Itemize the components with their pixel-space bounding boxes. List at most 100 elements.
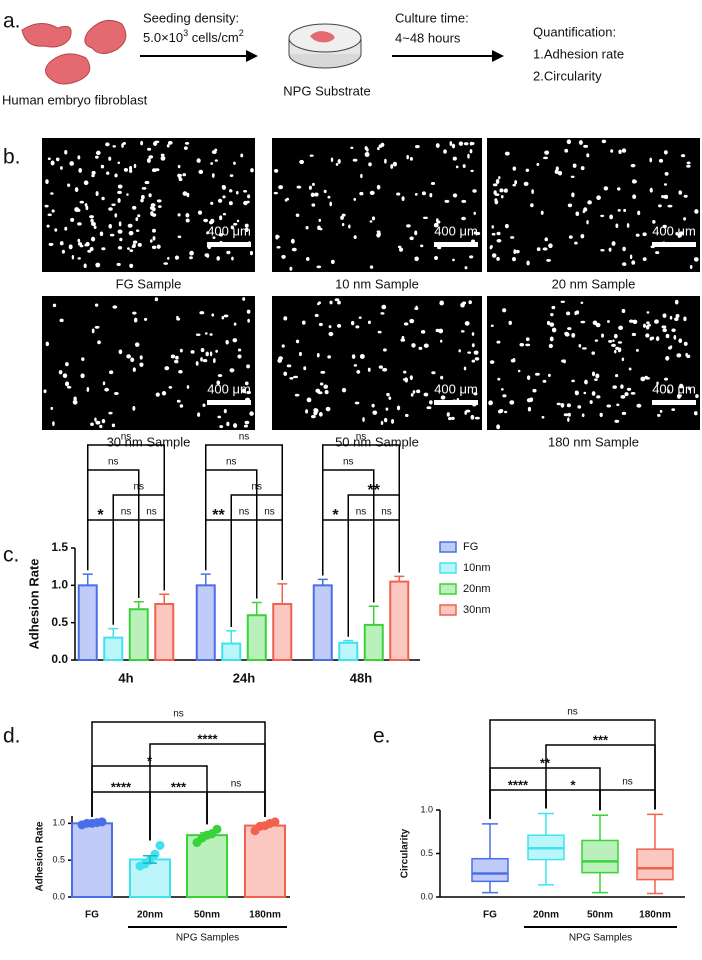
- cell-dot: [316, 265, 322, 269]
- cell-dot: [119, 237, 123, 242]
- cell-dot: [310, 192, 315, 198]
- cell-dot: [233, 423, 238, 428]
- cell-dot: [637, 210, 641, 216]
- cell-dot: [628, 319, 634, 323]
- cell-dot: [609, 214, 614, 220]
- cell-dot: [529, 397, 534, 402]
- error-bar: [143, 855, 157, 864]
- cell-dot: [611, 343, 616, 348]
- cell-dot: [117, 246, 123, 250]
- cell-dot: [551, 305, 556, 310]
- cell-dot: [369, 190, 375, 195]
- cell-dot: [471, 332, 475, 336]
- cell-dot: [117, 161, 121, 165]
- y-tick-label: 0.5: [52, 855, 65, 865]
- cell-dot: [403, 370, 407, 374]
- cell-dot: [360, 173, 363, 179]
- cell-dot: [209, 333, 213, 336]
- cell-dot: [177, 235, 182, 239]
- cell-dot: [550, 313, 554, 317]
- cell-dot: [315, 388, 321, 393]
- cell-dot: [341, 387, 347, 393]
- cell-dot: [494, 199, 499, 205]
- cell-dot: [327, 195, 331, 199]
- panel-label: a.: [3, 10, 21, 33]
- cell-dot: [440, 395, 446, 400]
- cell-dot: [617, 341, 623, 344]
- x-tick-label: 20nm: [137, 910, 163, 921]
- cell-dot: [570, 175, 575, 178]
- cell-dot: [498, 408, 504, 414]
- cell-dot: [305, 226, 309, 230]
- cell-dot: [46, 224, 50, 228]
- error-bar: [394, 575, 405, 582]
- cell-dot: [410, 393, 414, 397]
- cell-dot: [536, 162, 540, 166]
- seeding-unit: cells/cm: [188, 30, 239, 45]
- cell-dot: [160, 155, 166, 161]
- data-point: [97, 817, 107, 827]
- whisker: [647, 879, 663, 895]
- cell-dot: [134, 342, 140, 347]
- cell-dot: [311, 415, 316, 419]
- cell-dot: [504, 223, 509, 229]
- significance-label: ns: [108, 457, 119, 468]
- cell-dot: [566, 311, 571, 316]
- cell-dot: [316, 352, 320, 358]
- cell-dot: [319, 382, 324, 386]
- cell-dot: [503, 410, 508, 414]
- cell-dot: [526, 375, 531, 381]
- cell-dot: [95, 155, 99, 159]
- cell-dot: [276, 245, 281, 249]
- significance-bracket: [206, 791, 266, 825]
- cell-dot: [664, 377, 669, 381]
- cell-dot: [52, 303, 57, 308]
- cell-dot: [473, 211, 476, 215]
- cell-dot: [242, 297, 246, 301]
- cell-dot: [178, 370, 183, 374]
- group-label: NPG Samples: [569, 933, 632, 944]
- cell-dot: [139, 355, 143, 360]
- cell-dot: [156, 199, 162, 203]
- cell-dot: [137, 214, 141, 218]
- cell-dot: [195, 361, 199, 366]
- cell-dot: [574, 241, 578, 245]
- cell-dot: [502, 308, 507, 313]
- significance-label: ns: [343, 457, 354, 468]
- cell-dot: [377, 330, 382, 334]
- cell-dot: [426, 406, 432, 410]
- cell-dot: [71, 254, 75, 260]
- cell-dot: [320, 370, 326, 374]
- cell-dot: [560, 402, 565, 408]
- cell-dot: [104, 387, 110, 392]
- bar: [338, 641, 359, 661]
- cell-dot: [462, 164, 466, 168]
- cell-dot: [560, 300, 566, 303]
- cell-dot: [244, 420, 250, 425]
- cell-dot: [443, 149, 447, 154]
- cell-dot: [45, 341, 49, 347]
- cell-dot: [372, 410, 378, 415]
- micrograph: 400 μm: [487, 138, 700, 272]
- cell-icon: [84, 19, 127, 54]
- scale-bar: [434, 400, 478, 405]
- cell-dot: [385, 407, 389, 411]
- cell-dot: [55, 157, 60, 162]
- cell-dot: [686, 161, 691, 165]
- cell-dot: [66, 385, 72, 389]
- cell-dot: [68, 244, 73, 250]
- cell-dot: [621, 411, 627, 416]
- cell-dot: [580, 301, 584, 305]
- cell-dot: [688, 386, 691, 391]
- cell-dot: [151, 213, 157, 217]
- cell-dot: [380, 420, 384, 425]
- cell-dot: [517, 369, 521, 373]
- cell-dot: [665, 333, 670, 339]
- cell-dot: [384, 158, 387, 164]
- cell-dot: [210, 162, 214, 165]
- significance-label: ns: [381, 507, 392, 518]
- cell-dot: [355, 325, 360, 329]
- cell-dot: [471, 359, 476, 363]
- cell-dot: [577, 405, 582, 409]
